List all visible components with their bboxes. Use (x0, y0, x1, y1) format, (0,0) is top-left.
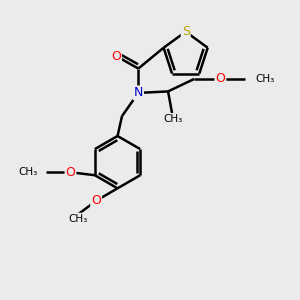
Text: O: O (111, 50, 121, 62)
Text: CH₃: CH₃ (255, 74, 274, 84)
Text: O: O (215, 72, 225, 86)
Text: CH₃: CH₃ (18, 167, 37, 177)
Text: O: O (66, 166, 76, 179)
Text: S: S (182, 25, 190, 38)
Text: O: O (91, 194, 101, 207)
Text: CH₃: CH₃ (163, 114, 182, 124)
Text: N: N (134, 86, 143, 99)
Text: CH₃: CH₃ (69, 214, 88, 224)
